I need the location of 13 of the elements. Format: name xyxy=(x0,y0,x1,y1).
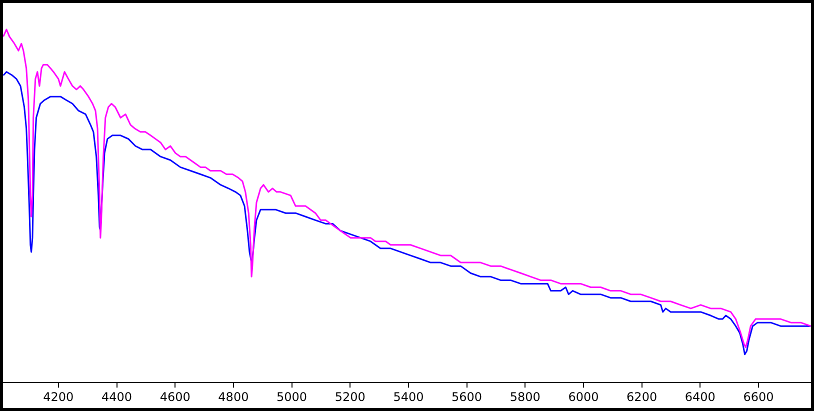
x-tick-label: 5600 xyxy=(452,390,482,404)
x-tick-label: 5000 xyxy=(276,390,308,404)
x-tick-label: 5200 xyxy=(334,390,366,404)
x-tick-label: 4200 xyxy=(43,390,74,404)
x-tick-label: 6600 xyxy=(743,390,774,404)
x-tick-label: 4600 xyxy=(160,390,190,404)
x-tick-label: 4800 xyxy=(218,390,249,404)
x-tick-label: 5800 xyxy=(510,390,540,404)
x-tick-label: 6200 xyxy=(626,390,658,404)
x-tick-label: 6400 xyxy=(684,390,716,404)
x-tick-label: 6000 xyxy=(568,390,599,404)
x-tick-label: 5400 xyxy=(393,390,424,404)
x-tick-label: 4400 xyxy=(101,390,132,404)
